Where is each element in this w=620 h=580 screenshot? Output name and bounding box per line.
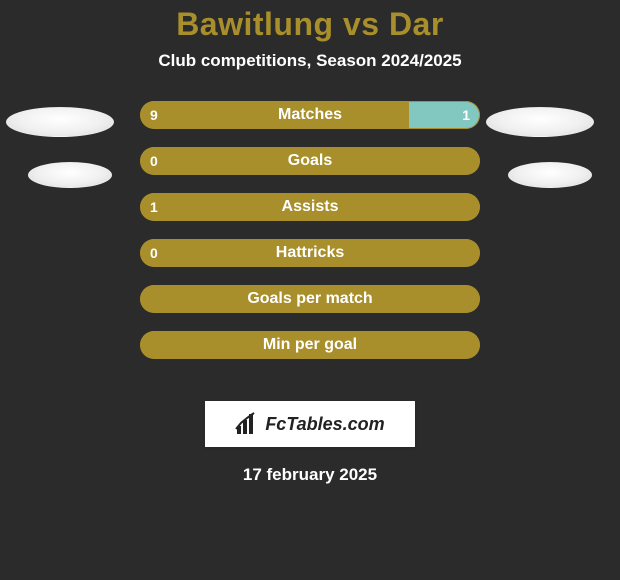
bar-left <box>140 101 409 129</box>
main-title: Bawitlung vs Dar <box>0 6 620 43</box>
stat-label: Goals per match <box>247 290 372 308</box>
player-left-logo-placeholder <box>6 107 114 137</box>
stat-label: Matches <box>278 106 342 124</box>
stat-label: Assists <box>282 198 339 216</box>
stat-value-left: 1 <box>150 199 158 215</box>
badge-text: FcTables.com <box>265 414 384 435</box>
chart-icon <box>235 412 259 436</box>
fctables-badge: FcTables.com <box>205 401 415 447</box>
chart-area: Matches 9 1 Goals 0 Assists 1 Hattricks 0 Goals p… <box>0 101 620 391</box>
player-right-logo-placeholder <box>486 107 594 137</box>
player-left-logo-placeholder <box>28 162 112 188</box>
stat-value-left: 9 <box>150 107 158 123</box>
stat-label: Goals <box>288 152 332 170</box>
stat-row: Matches 9 1 <box>140 101 480 129</box>
stat-label: Hattricks <box>276 244 344 262</box>
stat-row: Hattricks 0 <box>140 239 480 267</box>
subtitle: Club competitions, Season 2024/2025 <box>0 51 620 71</box>
stat-value-left: 0 <box>150 153 158 169</box>
stat-row: Goals 0 <box>140 147 480 175</box>
stat-value-right: 1 <box>462 107 470 123</box>
player-right-logo-placeholder <box>508 162 592 188</box>
stat-row: Goals per match <box>140 285 480 313</box>
stat-rows: Matches 9 1 Goals 0 Assists 1 Hattricks 0 Goals p… <box>0 101 620 359</box>
stat-value-left: 0 <box>150 245 158 261</box>
date-text: 17 february 2025 <box>0 465 620 485</box>
stat-row: Assists 1 <box>140 193 480 221</box>
stat-label: Min per goal <box>263 336 357 354</box>
stat-row: Min per goal <box>140 331 480 359</box>
comparison-infographic: Bawitlung vs Dar Club competitions, Seas… <box>0 0 620 580</box>
